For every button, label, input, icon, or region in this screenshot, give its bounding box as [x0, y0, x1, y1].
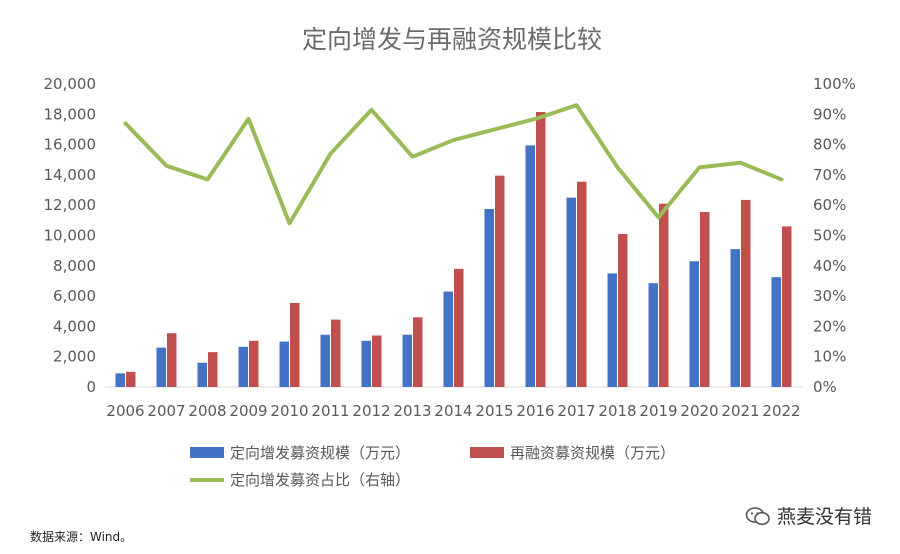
bar-refinancing [454, 268, 464, 387]
bar-refinancing [331, 319, 341, 387]
bar-refinancing [700, 212, 710, 387]
legend-label: 定向增发募资规模（万元） [230, 444, 410, 462]
line-placement-ratio [123, 103, 784, 226]
bar-refinancing [413, 317, 423, 387]
y-right-tick-label: 40% [813, 257, 846, 275]
source-note: 数据来源：Wind。 [30, 530, 133, 544]
bars-group [115, 112, 792, 387]
bar-private-placement [238, 346, 248, 387]
bar-private-placement [484, 208, 494, 387]
x-tick-label: 2022 [762, 402, 800, 420]
bar-refinancing [659, 203, 669, 387]
x-tick-label: 2010 [270, 402, 308, 420]
line-series-group [123, 103, 784, 226]
bar-refinancing [126, 371, 136, 387]
bar-refinancing [741, 199, 751, 387]
x-tick-label: 2011 [311, 402, 349, 420]
bar-private-placement [361, 340, 371, 387]
bar-refinancing [536, 112, 546, 387]
bar-private-placement [648, 283, 658, 387]
bar-private-placement [525, 145, 535, 387]
y-right-tick-label: 70% [813, 166, 846, 184]
legend-label: 定向增发募资占比（右轴） [230, 471, 410, 489]
y-right-tick-label: 30% [813, 287, 846, 305]
y-left-tick-label: 16,000 [44, 136, 97, 154]
bar-refinancing [290, 302, 300, 387]
x-tick-label: 2015 [475, 402, 513, 420]
bar-private-placement [689, 261, 699, 387]
legend: 定向增发募资规模（万元） 再融资募资规模（万元） 定向增发募资占比（右轴） [190, 444, 675, 489]
bar-refinancing [372, 335, 382, 387]
bar-private-placement [320, 334, 330, 387]
y-right-tick-label: 20% [813, 317, 846, 335]
y-left-tick-label: 2,000 [53, 348, 96, 366]
x-axis-ticks: 2006 2007 2008 2009 2010 2011 2012 2013 2014 2015… [106, 402, 800, 420]
wechat-icon [745, 506, 770, 525]
x-tick-label: 2009 [229, 402, 267, 420]
bar-private-placement [279, 341, 289, 387]
x-tick-label: 2017 [557, 402, 595, 420]
bar-refinancing [495, 175, 505, 387]
x-tick-label: 2013 [393, 402, 431, 420]
y-right-tick-label: 90% [813, 105, 846, 123]
x-tick-label: 2008 [188, 402, 226, 420]
bar-private-placement [115, 373, 125, 387]
watermark-text: 燕麦没有错 [776, 506, 872, 528]
x-tick-label: 2012 [352, 402, 390, 420]
y-left-tick-label: 8,000 [53, 257, 96, 275]
y-right-tick-label: 80% [813, 136, 846, 154]
y-left-tick-label: 6,000 [53, 287, 96, 305]
bar-private-placement [402, 334, 412, 387]
bar-private-placement [566, 197, 576, 387]
y-left-tick-label: 10,000 [44, 227, 97, 245]
y-left-tick-label: 0 [86, 378, 96, 396]
y-right-tick-label: 10% [813, 348, 846, 366]
bar-refinancing [577, 181, 587, 387]
legend-swatch [190, 447, 224, 458]
bar-refinancing [782, 226, 792, 387]
bar-refinancing [249, 340, 259, 387]
x-tick-label: 2016 [516, 402, 554, 420]
x-tick-label: 2006 [106, 402, 144, 420]
y-right-tick-label: 100% [813, 75, 856, 93]
y-left-tick-label: 4,000 [53, 317, 96, 335]
bar-private-placement [197, 362, 207, 387]
right-axis-ticks: 0% 10% 20% 30% 40% 50% 60% 70% 80% 90% 100% [813, 75, 856, 396]
bar-private-placement [730, 249, 740, 387]
bar-refinancing [167, 333, 177, 387]
bar-private-placement [607, 273, 617, 387]
y-left-tick-label: 14,000 [44, 166, 97, 184]
bar-private-placement [156, 347, 166, 387]
x-tick-label: 2007 [147, 402, 185, 420]
y-left-tick-label: 20,000 [44, 75, 97, 93]
legend-label: 再融资募资规模（万元） [510, 444, 675, 462]
y-left-tick-label: 12,000 [44, 196, 97, 214]
y-right-tick-label: 0% [813, 378, 837, 396]
bar-refinancing [208, 352, 218, 387]
x-tick-label: 2020 [680, 402, 718, 420]
y-left-tick-label: 18,000 [44, 105, 97, 123]
bar-refinancing [618, 233, 628, 387]
legend-swatch [470, 447, 504, 458]
y-right-tick-label: 60% [813, 196, 846, 214]
x-tick-label: 2021 [721, 402, 759, 420]
bar-private-placement [771, 277, 781, 387]
watermark: 燕麦没有错 [745, 502, 872, 529]
x-tick-label: 2019 [639, 402, 677, 420]
left-axis-ticks: 0 2,000 4,000 6,000 8,000 10,000 12,000 14,000 1… [44, 75, 97, 396]
chart-title: 定向增发与再融资规模比较 [302, 25, 602, 54]
x-tick-label: 2018 [598, 402, 636, 420]
y-right-tick-label: 50% [813, 227, 846, 245]
x-tick-label: 2014 [434, 402, 472, 420]
bar-private-placement [443, 291, 453, 387]
